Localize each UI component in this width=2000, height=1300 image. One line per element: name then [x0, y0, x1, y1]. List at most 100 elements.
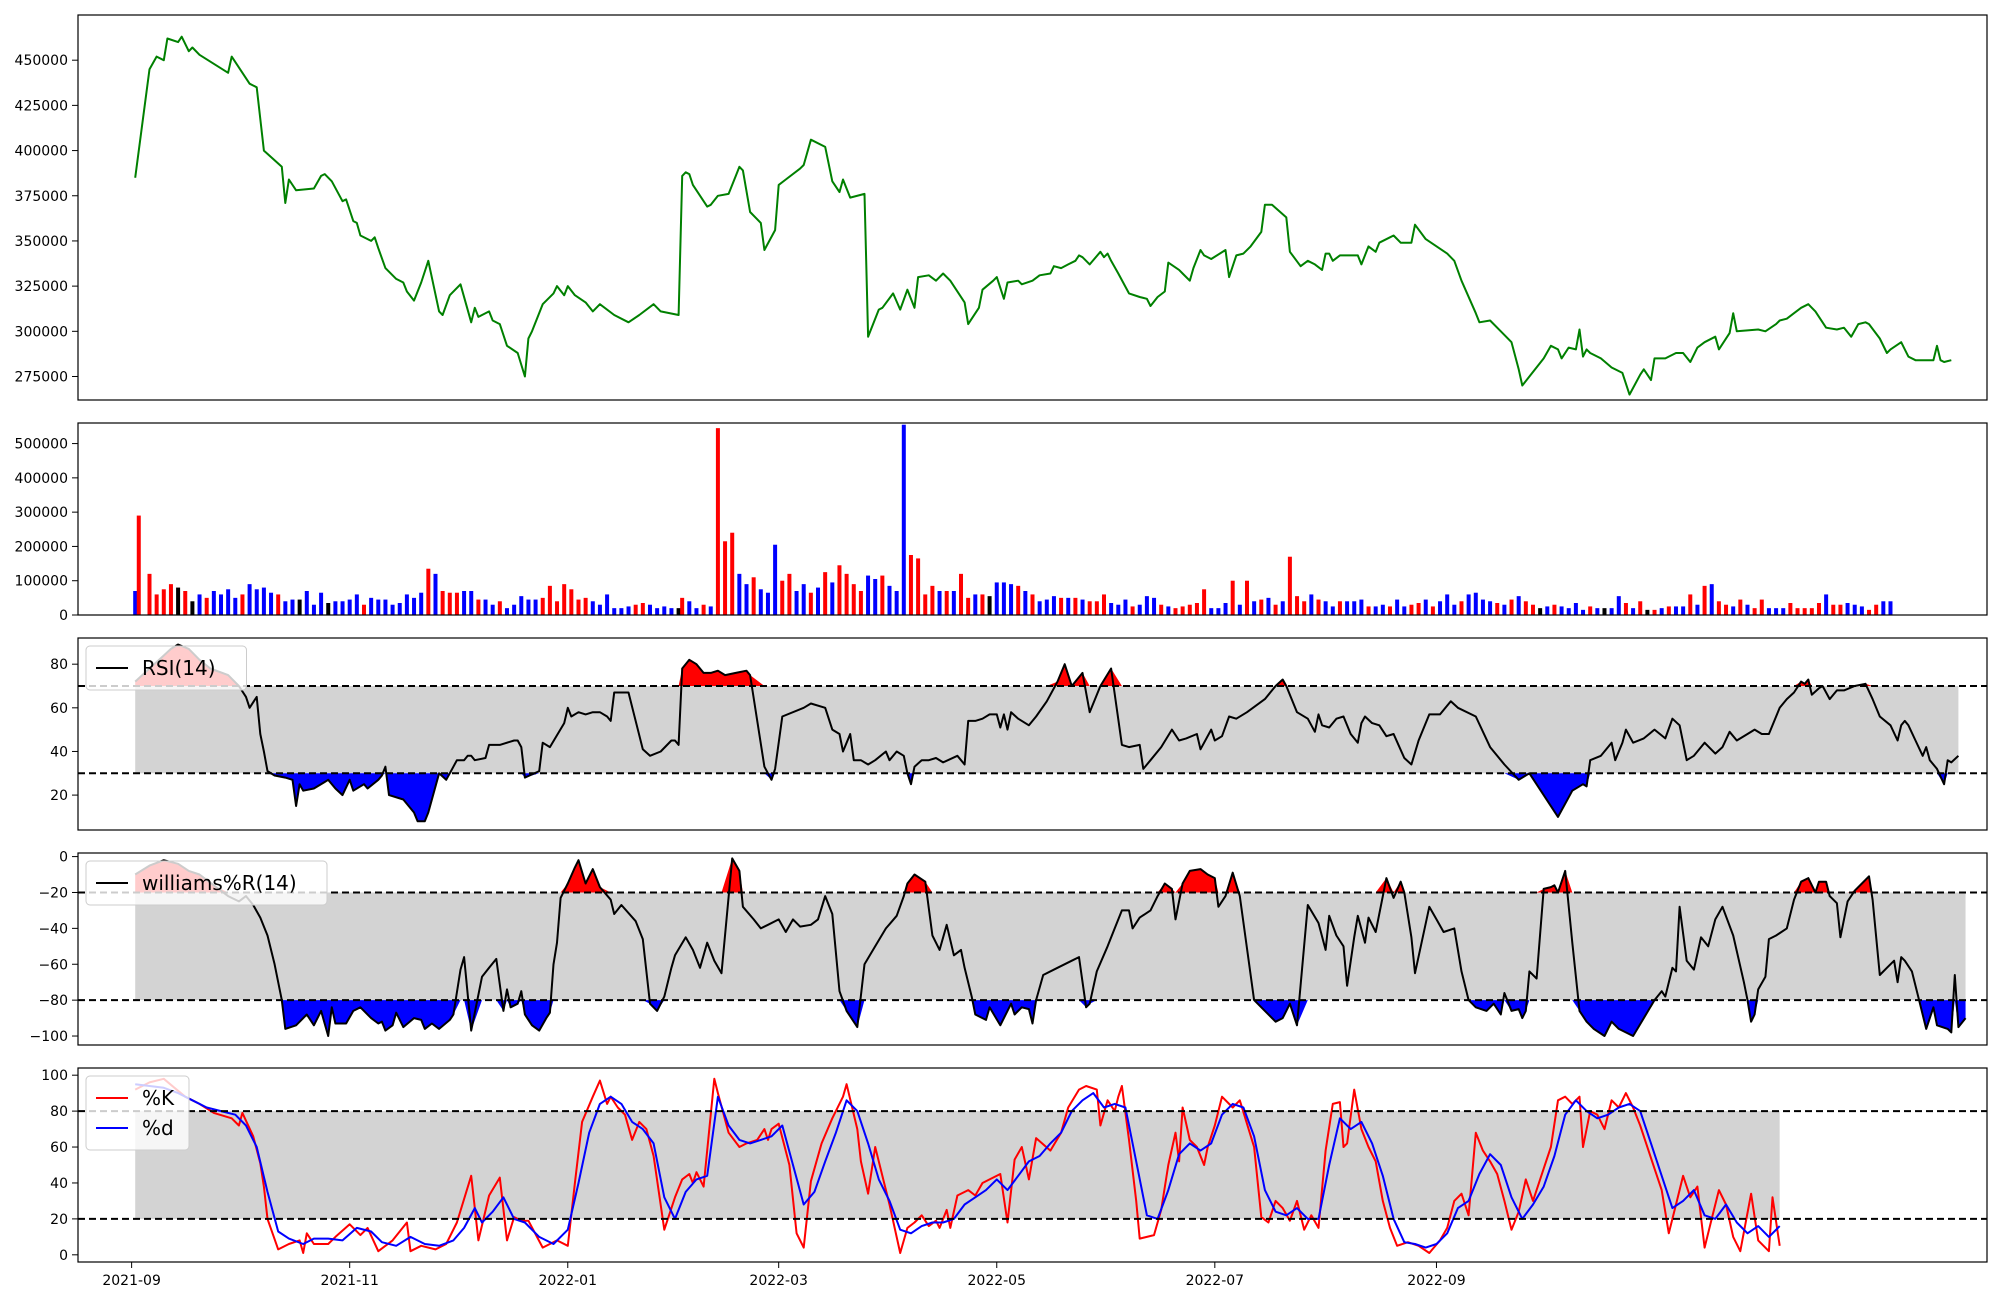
volume-bar: [1359, 599, 1364, 615]
y-tick-label: 0: [59, 1248, 68, 1264]
volume-bar: [311, 604, 316, 615]
volume-bar: [1216, 608, 1221, 615]
volume-bar: [1631, 608, 1636, 615]
volume-bar: [326, 603, 331, 615]
volume-bar: [447, 592, 452, 615]
volume-bar: [944, 591, 949, 615]
volume-bar: [655, 608, 660, 615]
volume-bar: [715, 428, 720, 615]
volume-bar: [476, 599, 481, 615]
stoch-d-line: [135, 1083, 1781, 1249]
volume-bar: [1173, 608, 1178, 615]
volume-bar: [887, 585, 892, 615]
volume-bar: [176, 587, 181, 615]
volume-bar: [1802, 608, 1807, 615]
volume-bar: [801, 584, 806, 615]
volume-bar: [1502, 604, 1507, 615]
volume-bar: [583, 597, 588, 615]
legend-label: %d: [142, 1116, 174, 1140]
volume-bar: [211, 591, 216, 615]
x-tick-label: 2022-09: [1407, 1273, 1466, 1289]
volume-bar: [369, 597, 374, 615]
volume-bar: [1638, 601, 1643, 615]
volume-bar: [1423, 599, 1428, 615]
volume-bar: [1659, 608, 1664, 615]
volume-bar: [1838, 604, 1843, 615]
volume-bar: [780, 580, 785, 615]
volume-bar: [1080, 599, 1085, 615]
y-tick-label: 40: [50, 744, 68, 760]
volume-bar: [626, 606, 631, 615]
volume-bar: [283, 601, 288, 615]
volume-bar: [1552, 604, 1557, 615]
volume-bar: [612, 608, 617, 615]
volume-bar: [533, 599, 538, 615]
volume-bar: [183, 591, 188, 615]
volume-bar: [1144, 596, 1149, 615]
y-tick-label: 0: [59, 608, 68, 624]
volume-bar: [930, 585, 935, 615]
volume-bar: [1466, 594, 1471, 615]
volume-bar: [1566, 608, 1571, 615]
volume-bar: [1287, 556, 1292, 615]
x-tick-label: 2022-03: [749, 1273, 808, 1289]
volume-bar: [737, 573, 742, 615]
volume-bar: [569, 589, 574, 615]
volume-bar: [708, 606, 713, 615]
volume-bar: [1473, 592, 1478, 615]
volume-bar: [1130, 606, 1135, 615]
volume-panel: 0 100000 200000 300000 400000 500000: [15, 422, 1988, 624]
volume-bar: [247, 584, 252, 615]
volume-bar: [1559, 606, 1564, 615]
volume-bar: [787, 573, 792, 615]
volume-bar: [1681, 606, 1686, 615]
volume-bar: [1845, 603, 1850, 615]
volume-bar: [1867, 609, 1872, 615]
volume-bar: [1051, 596, 1056, 615]
volume-bar: [1116, 604, 1121, 615]
volume-bar: [147, 573, 152, 615]
volume-bar: [1809, 608, 1814, 615]
volume-bar: [136, 515, 141, 615]
volume-bar: [1445, 594, 1450, 615]
legend-label: RSI(14): [142, 656, 216, 680]
y-tick-label: 450000: [15, 53, 68, 69]
volume-bar: [1044, 599, 1049, 615]
volume-bar: [916, 558, 921, 615]
y-tick-label: 275000: [15, 370, 68, 386]
volume-bar: [959, 573, 964, 615]
volume-bar: [1752, 608, 1757, 615]
y-tick-label: −60: [38, 957, 68, 973]
volume-bar: [823, 572, 828, 615]
volume-bar: [1323, 601, 1328, 615]
legend-label: williams%R(14): [142, 871, 297, 895]
band-fill: [135, 1111, 1780, 1219]
legend-box: [85, 860, 328, 906]
volume-bar: [133, 591, 138, 615]
volume-bar: [1581, 609, 1586, 615]
oversold-fill: [135, 1000, 1966, 1036]
volume-bar: [376, 599, 381, 615]
volume-bar: [1859, 606, 1864, 615]
volume-bar: [547, 585, 552, 615]
volume-bar: [1452, 604, 1457, 615]
y-tick-label: 100: [41, 1068, 68, 1084]
volume-bar: [555, 601, 560, 615]
volume-bar: [1623, 603, 1628, 615]
overbought-fill: [135, 858, 1966, 893]
legend-box: [85, 1075, 190, 1151]
volume-bar: [576, 599, 581, 615]
y-tick-label: 20: [50, 788, 68, 804]
volume-bar: [1330, 606, 1335, 615]
volume-bar: [1395, 599, 1400, 615]
volume-bar: [937, 591, 942, 615]
volume-bar: [866, 575, 871, 615]
volume-bar: [662, 606, 667, 615]
volume-bar: [354, 594, 359, 615]
volume-bar: [1302, 601, 1307, 615]
volume-bar: [669, 608, 674, 615]
volume-bar: [987, 596, 992, 615]
volume-bar: [966, 597, 971, 615]
rsi-line: [134, 643, 1960, 823]
volume-bar: [1695, 604, 1700, 615]
